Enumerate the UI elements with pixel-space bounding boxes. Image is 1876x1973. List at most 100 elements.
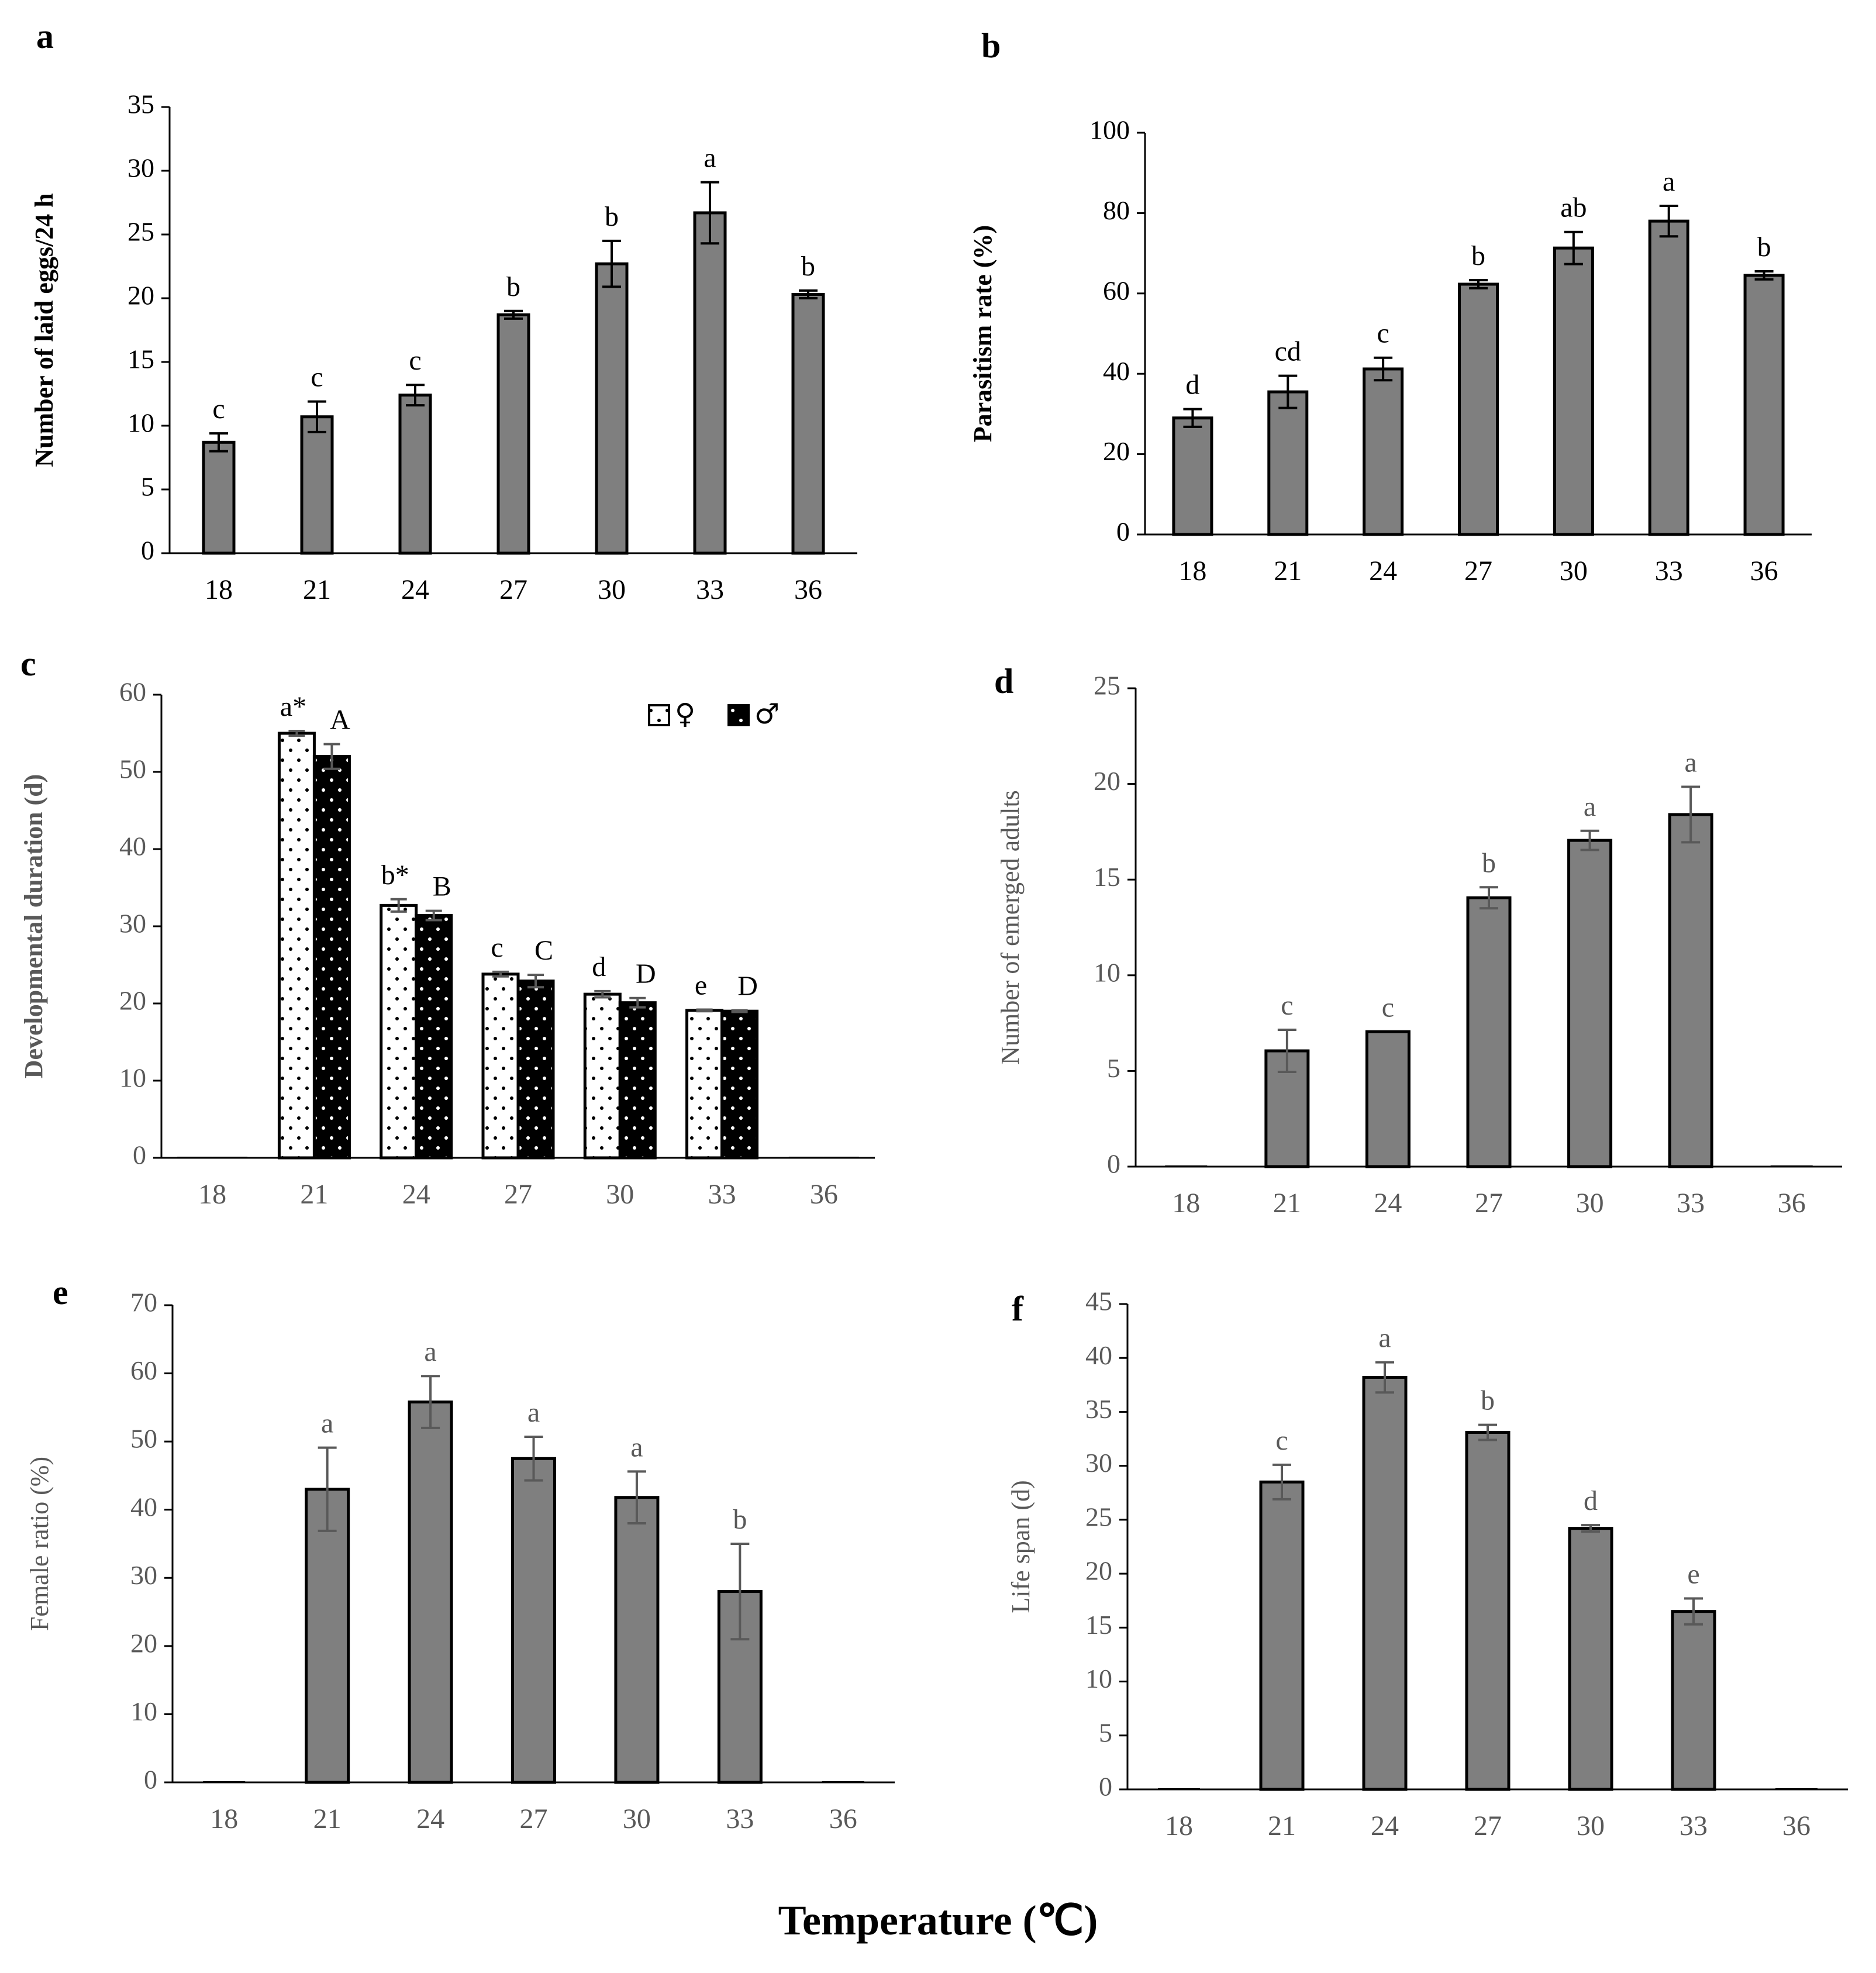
bar <box>380 903 418 1160</box>
significance-letter: a <box>1378 1323 1391 1354</box>
significance-letter: b <box>733 1504 747 1535</box>
significance-letter: b <box>506 271 520 302</box>
panel-letter: a <box>36 17 54 56</box>
error-bar <box>1659 205 1678 238</box>
bar <box>788 1157 824 1158</box>
x-tick-label: 21 <box>1274 556 1302 587</box>
y-tick-label: 20 <box>1103 436 1130 466</box>
significance-letter: a <box>1663 166 1675 197</box>
significance-letter: d <box>1584 1485 1598 1516</box>
error-bar <box>308 400 326 433</box>
y-tick-label: 20 <box>1094 766 1120 796</box>
error-bar <box>406 384 425 407</box>
error-bar <box>1684 1597 1703 1626</box>
y-tick-label: 60 <box>119 677 146 707</box>
y-tick-label: 0 <box>133 1140 146 1170</box>
significance-letter: b <box>605 201 619 232</box>
y-tick-label: 70 <box>130 1288 157 1317</box>
error-bar <box>492 970 509 978</box>
bar <box>1466 896 1512 1168</box>
y-tick-label: 25 <box>1094 671 1120 701</box>
x-tick-label: 36 <box>1782 1810 1811 1841</box>
significance-letter: A <box>330 704 350 735</box>
error-bar <box>504 309 523 320</box>
y-tick-label: 15 <box>1094 862 1120 892</box>
significance-letter: c <box>1377 318 1389 349</box>
error-bar <box>318 1446 337 1532</box>
error-bar <box>1580 829 1599 851</box>
bar <box>516 979 555 1160</box>
error-bar <box>1374 356 1393 382</box>
chart-panel-d: d Number of emerged adults 0 5 10 15 20 25 18 21 2… <box>994 662 1842 1219</box>
chart-panel-b: b Parasitism rate (%) 0 20 40 60 80 100 18 21 24 27… <box>968 26 1812 587</box>
y-tick-label: 10 <box>119 1063 146 1093</box>
error-bar <box>1581 1524 1600 1533</box>
bar <box>1553 246 1594 536</box>
significance-letter: a <box>424 1336 436 1367</box>
bar <box>1648 219 1689 536</box>
significance-letter: d <box>592 951 606 982</box>
y-tick-label: 40 <box>1103 356 1130 386</box>
error-bar <box>390 898 407 913</box>
x-tick-label: 24 <box>1371 1810 1399 1841</box>
error-bar <box>730 1543 750 1641</box>
error-bar <box>1681 785 1701 844</box>
bar <box>1172 416 1213 536</box>
error-bar <box>1754 270 1774 281</box>
panel-letter: c <box>20 644 36 683</box>
y-axis-label: Female ratio (%) <box>25 1457 54 1631</box>
bar <box>203 1781 246 1782</box>
chart-panel-a: a Number of laid eggs/24 h 0 5 10 15 20 25 30 35 1… <box>30 17 857 605</box>
error-bar <box>594 989 611 999</box>
x-tick-label: 30 <box>1577 1810 1605 1841</box>
bar <box>1365 1030 1411 1168</box>
significance-letter: b <box>1481 1385 1495 1416</box>
x-tick-label: 24 <box>1369 556 1397 587</box>
legend-swatch <box>648 704 670 726</box>
y-tick-label: 0 <box>144 1765 157 1795</box>
error-bar <box>1478 1423 1497 1441</box>
x-tick-label: 24 <box>1374 1188 1402 1219</box>
error-bar <box>425 909 442 922</box>
panel-letter: f <box>1012 1289 1024 1328</box>
bar <box>277 732 316 1160</box>
chart-panel-f: f Life span (d) 0 5 10 15 20 25 30 35 40 45 18 21 24 27… <box>1006 1286 1848 1841</box>
bar <box>822 1781 864 1782</box>
y-tick-label: 40 <box>119 832 146 861</box>
x-tick-label: 21 <box>1268 1810 1296 1841</box>
error-bar <box>701 181 719 245</box>
x-tick-label: 27 <box>1464 556 1492 587</box>
bar <box>1671 1610 1716 1791</box>
x-tick-label: 18 <box>1172 1188 1200 1219</box>
y-tick-label: 10 <box>127 408 154 438</box>
y-tick-label: 0 <box>1099 1772 1112 1802</box>
significance-letter: b <box>1482 847 1496 878</box>
x-tick-label: 36 <box>1778 1188 1806 1219</box>
significance-letter: c <box>1382 992 1394 1023</box>
error-bar <box>209 432 228 453</box>
y-tick-label: 15 <box>127 344 154 374</box>
bar <box>312 755 351 1160</box>
bar <box>595 262 629 555</box>
x-tick-label: 18 <box>210 1803 238 1834</box>
significance-letter: c <box>1275 1425 1288 1456</box>
y-tick-label: 25 <box>127 217 154 247</box>
legend-item: ♂ <box>727 698 780 730</box>
bar <box>1363 367 1404 536</box>
y-tick-label: 20 <box>130 1628 157 1658</box>
significance-letter: D <box>636 958 656 989</box>
legend-label: ♀ <box>675 698 695 730</box>
y-tick-label: 15 <box>1085 1610 1112 1640</box>
legend-label: ♂ <box>754 698 780 730</box>
error-bar <box>629 996 646 1009</box>
significance-letter: e <box>695 970 707 1001</box>
x-tick-label: 27 <box>1475 1188 1503 1219</box>
significance-letter: a* <box>280 691 306 722</box>
bar <box>202 440 236 555</box>
bar <box>791 292 825 555</box>
significance-letter: b <box>1757 232 1771 263</box>
x-tick-label: 33 <box>726 1803 754 1834</box>
x-tick-label: 27 <box>520 1803 548 1834</box>
y-axis-label: Number of emerged adults <box>996 790 1025 1065</box>
